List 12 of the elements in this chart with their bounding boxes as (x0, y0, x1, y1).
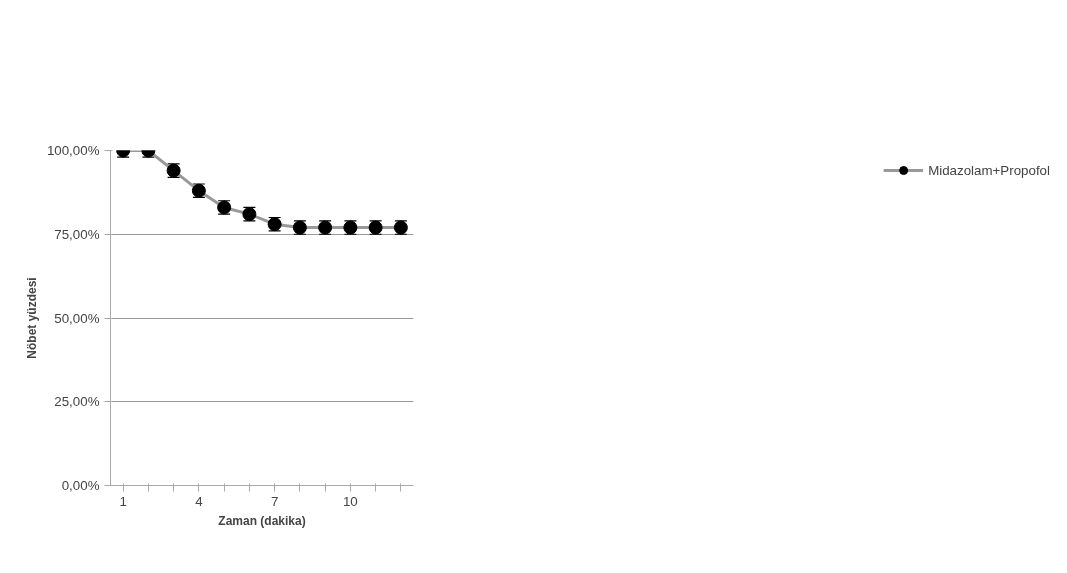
y-axis-title: Nöbet yüzdesi (24, 277, 39, 359)
x-axis-title: Zaman (dakika) (218, 513, 306, 528)
y-tick-label: 25,00% (54, 394, 100, 410)
x-tick-label: 10 (342, 493, 358, 509)
x-tick-label: 1 (119, 493, 127, 509)
x-tick-label: 4 (195, 493, 204, 509)
y-tick-label: 50,00% (54, 310, 100, 326)
y-tick-label: 75,00% (54, 226, 100, 242)
x-tick-label: 7 (270, 493, 279, 509)
legend-label: Midazolam+Propofol (928, 162, 1050, 178)
y-tick-label: 100,00% (46, 143, 100, 158)
y-tick-label: 0,00% (61, 478, 100, 493)
